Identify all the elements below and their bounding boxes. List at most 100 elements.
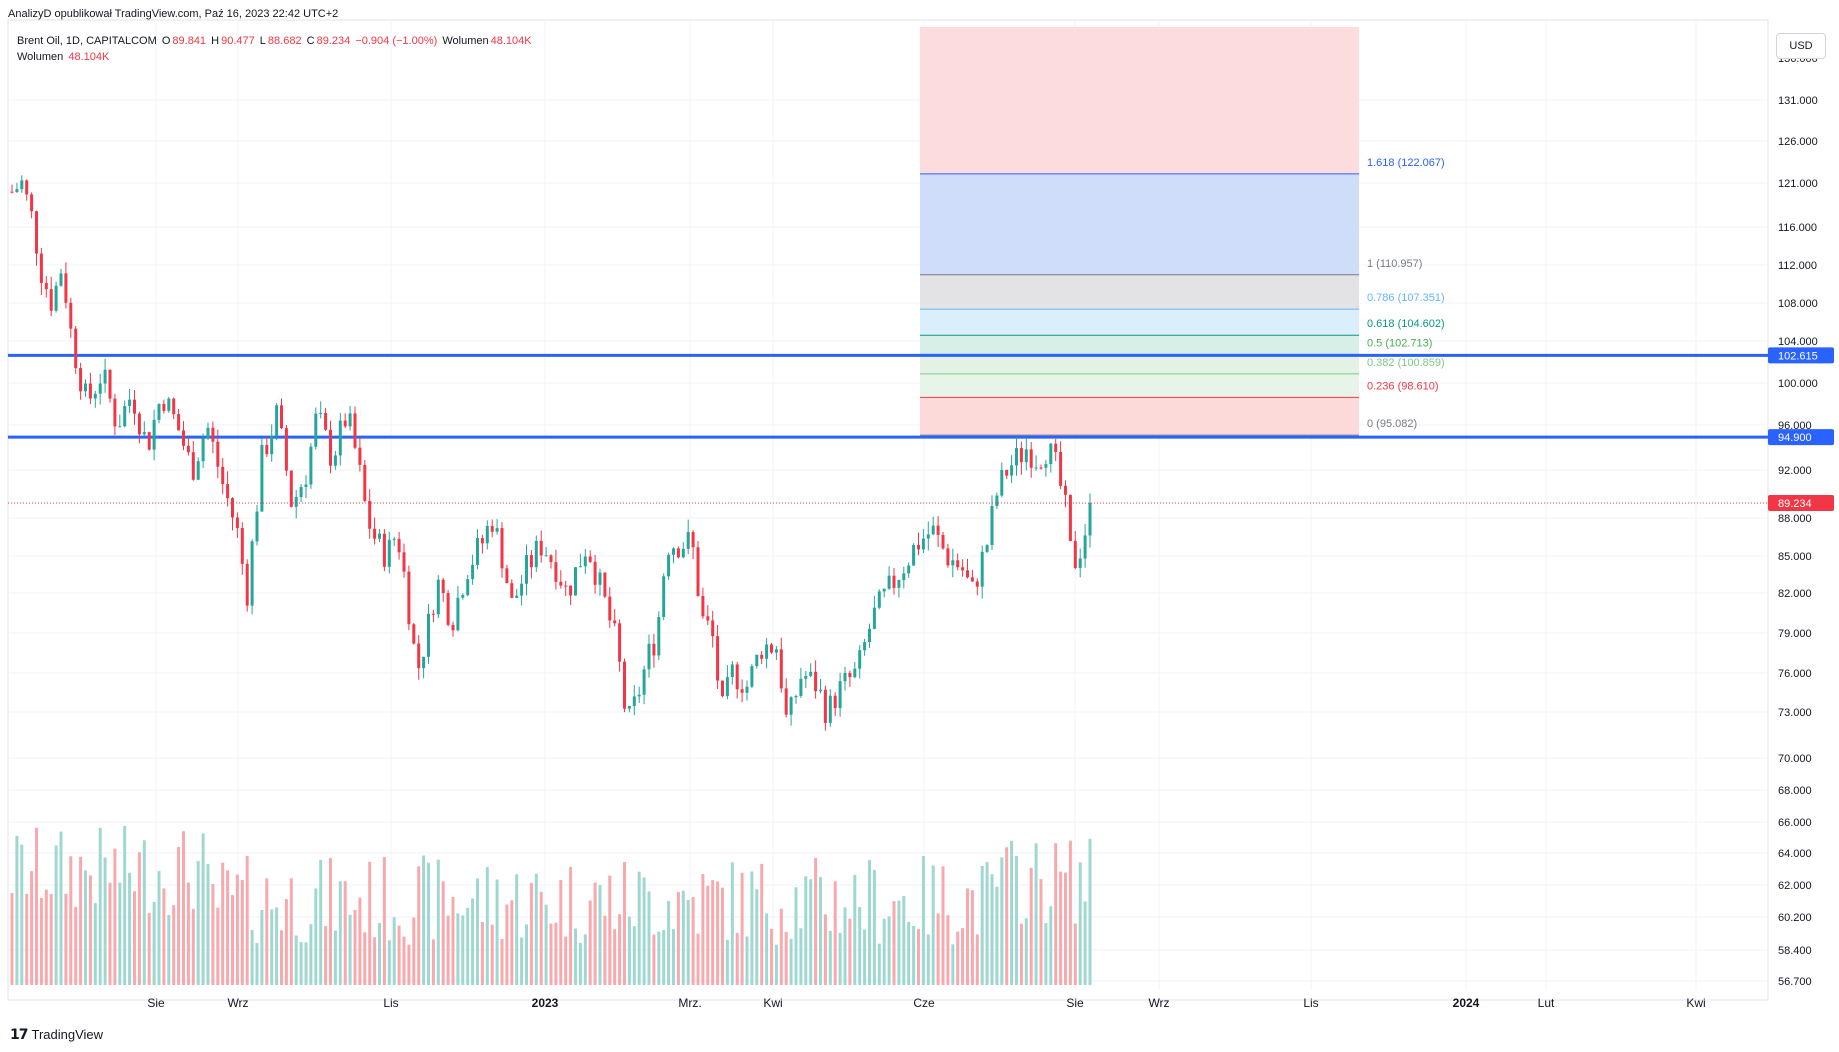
volume-bar [515,874,519,985]
volume-bar [990,874,994,985]
tradingview-logo-icon: 𝟭𝟳 [10,1026,29,1042]
price-tick-label: 58.400 [1778,945,1812,957]
candle-body [696,547,700,596]
volume-bar [966,888,969,985]
volume-bar [338,881,342,985]
volume-bar [284,899,288,985]
volume-bar [941,866,945,985]
price-tick-label: 104.000 [1778,336,1818,348]
open-label: O [161,35,171,47]
volume-bar [74,906,78,985]
candle-body [936,525,940,535]
hline-price-label: 94.900 [1778,432,1812,444]
volume-bar [255,943,259,985]
volume-bar [343,881,347,985]
volume-bar [299,942,303,985]
candle-body [103,369,107,384]
volume-bar [309,924,313,985]
candle-body [716,636,720,681]
candle-body [902,573,906,581]
volume-bar [691,897,695,985]
candle-body [167,398,171,411]
price-tick-label: 62.000 [1778,880,1812,892]
volume-bar [872,870,876,985]
volume-bar [1054,843,1058,985]
candle-body [84,383,87,392]
candle-body [662,576,666,618]
price-tick-label: 131.000 [1778,95,1818,107]
candle-body [711,620,715,637]
candle-body [118,426,122,428]
volume-bar [765,913,769,985]
price-tick-label: 112.000 [1778,260,1817,272]
candle-body [44,282,48,290]
price-tick-label: 60.200 [1778,912,1812,924]
candle-body [838,681,842,709]
volume-bar [1083,901,1087,985]
candle-body [299,487,303,498]
volume-bar [853,874,857,985]
candle-body [921,538,925,550]
volume-bar [882,918,886,985]
symbol-label: Brent Oil, 1D, CAPITALCOM [17,35,157,47]
volume-bar [706,885,710,985]
plot-frame [7,19,1769,1001]
volume-bar [740,872,744,985]
candle-body [809,671,813,676]
volume-bar [446,915,450,985]
high-label: H [211,35,220,47]
volume-bar [79,856,83,985]
fib-level-label: 0.382 (100.859) [1367,357,1445,369]
candle-body [422,656,426,669]
time-tick-label: Kwi [1686,996,1705,1010]
volume-bar [10,893,14,985]
candle-body [231,498,234,518]
candle-body [59,273,63,286]
candle-body [529,555,533,568]
candle-body [382,533,386,567]
candle-body [774,649,778,653]
candle-body [128,399,132,406]
candle-body [182,430,185,446]
volume-bar [814,857,818,985]
volume-bar [196,860,200,985]
volume-bar [103,857,107,985]
candle-body [980,551,984,587]
tradingview-brand[interactable]: 𝟭𝟳 TradingView [10,1026,103,1043]
volume-bar [466,907,470,985]
candle-body [476,538,479,565]
candle-body [216,441,220,467]
volume-bar [348,914,352,985]
candle-body [1039,467,1043,469]
candle-body [436,579,440,615]
candle-body [427,613,430,657]
price-tick-label: 100.000 [1778,378,1818,390]
volume-bar [755,889,759,985]
candle-body [887,575,891,589]
candle-body [505,568,509,584]
candle-body [951,560,955,566]
currency-button[interactable]: USD [1776,33,1826,59]
candle-body [162,403,166,411]
candle-body [608,596,612,621]
candle-body [956,560,960,568]
candle-body [30,194,34,212]
candle-body [745,686,749,693]
volume-bar [735,932,739,985]
price-tick-label: 96.000 [1778,420,1812,432]
candle-body [221,466,225,485]
candle-body [280,405,283,429]
candle-body [235,517,239,529]
publisher-credit: AnalizyD opublikował TradingView.com, Pa… [8,8,339,20]
volume-bar [784,931,788,985]
volume-bar [902,896,906,985]
candle-body [137,413,141,435]
candle-body [789,697,793,715]
volume-bar [441,881,445,985]
candle-body [142,432,146,435]
candle-body [1029,449,1033,468]
fib-level-label: 0.618 (104.602) [1367,318,1445,330]
volume-bar [422,855,426,985]
volume-bar [133,891,136,985]
